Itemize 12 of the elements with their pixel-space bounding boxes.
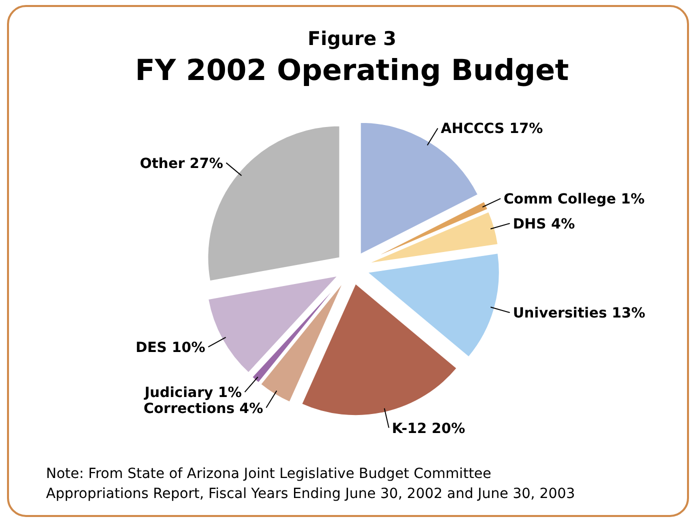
slice-label: Universities 13% (512, 306, 646, 322)
slice-label: AHCCCS 17% (440, 121, 543, 138)
slice-label: Corrections 4% (144, 400, 264, 417)
slice-label: Judiciary 1% (144, 385, 242, 402)
chart-subtitle: Figure 3 (308, 28, 396, 50)
slice-label: Other 27% (140, 156, 224, 172)
text: Note: From State of Arizona Joint Legislative Budget Committee Appropriations Report, Fiscal Years Ending June 30, 2002 and June 30, 2003 (46, 466, 576, 502)
slice-label: Comm College 1% (504, 192, 645, 208)
slice-label: K-12 20% (392, 420, 466, 437)
slice-label: DHS 4% (512, 216, 575, 232)
chart-title: FY 2002 Operating Budget (135, 53, 570, 87)
slice-label: DES 10% (136, 340, 206, 356)
